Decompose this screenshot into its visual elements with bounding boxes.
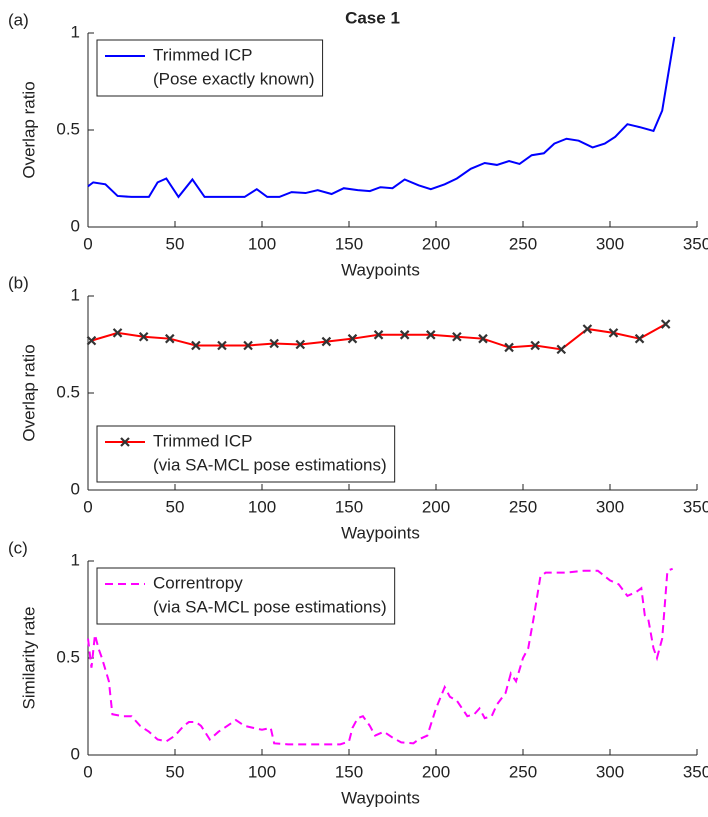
data-marker bbox=[452, 331, 462, 342]
y-tick-label: 0.5 bbox=[56, 647, 80, 666]
data-marker bbox=[634, 333, 645, 344]
data-marker bbox=[426, 330, 436, 340]
x-tick-label: 150 bbox=[335, 762, 363, 781]
x-tick-label: 250 bbox=[509, 234, 537, 253]
y-tick-label: 0.5 bbox=[56, 119, 80, 138]
y-tick-label: 0 bbox=[71, 744, 80, 763]
data-marker bbox=[504, 342, 514, 353]
data-marker bbox=[530, 340, 540, 351]
data-line bbox=[87, 36, 676, 199]
data-marker bbox=[86, 335, 97, 346]
x-tick-label: 50 bbox=[166, 762, 185, 781]
data-marker bbox=[191, 340, 201, 351]
data-marker bbox=[217, 340, 227, 351]
x-tick-label: 100 bbox=[248, 762, 276, 781]
legend-label: (via SA-MCL pose estimations) bbox=[153, 597, 387, 616]
y-axis-label: Overlap ratio bbox=[19, 344, 38, 441]
y-tick-label: 0.5 bbox=[56, 382, 80, 401]
data-marker bbox=[608, 328, 619, 338]
x-tick-label: 50 bbox=[166, 497, 185, 516]
legend-label: Trimmed ICP bbox=[153, 45, 253, 64]
data-marker bbox=[347, 333, 358, 344]
y-axis-label: Overlap ratio bbox=[19, 81, 38, 178]
data-marker bbox=[295, 339, 306, 350]
panel-label: (b) bbox=[8, 273, 29, 292]
x-tick-label: 150 bbox=[335, 234, 363, 253]
y-tick-label: 1 bbox=[71, 22, 80, 41]
y-tick-label: 1 bbox=[71, 550, 80, 569]
x-tick-label: 0 bbox=[83, 497, 92, 516]
data-marker bbox=[660, 319, 671, 329]
y-axis-label: Similarity rate bbox=[19, 607, 38, 710]
legend-label: Correntropy bbox=[153, 573, 243, 592]
x-tick-label: 100 bbox=[248, 497, 276, 516]
data-marker bbox=[556, 344, 567, 355]
x-axis-label: Waypoints bbox=[341, 260, 420, 279]
x-tick-label: 350 bbox=[683, 497, 708, 516]
panel-label: (c) bbox=[8, 538, 28, 557]
x-tick-label: 350 bbox=[683, 762, 708, 781]
x-tick-label: 350 bbox=[683, 234, 708, 253]
data-line bbox=[87, 567, 673, 746]
x-tick-label: 200 bbox=[422, 234, 450, 253]
data-marker bbox=[478, 333, 488, 344]
x-tick-label: 200 bbox=[422, 762, 450, 781]
x-tick-label: 200 bbox=[422, 497, 450, 516]
x-tick-label: 300 bbox=[596, 497, 624, 516]
x-tick-label: 250 bbox=[509, 762, 537, 781]
legend-label: (Pose exactly known) bbox=[153, 69, 315, 88]
data-marker bbox=[399, 330, 410, 340]
x-tick-label: 150 bbox=[335, 497, 363, 516]
x-axis-label: Waypoints bbox=[341, 788, 420, 807]
x-axis-label: Waypoints bbox=[341, 523, 420, 542]
x-tick-label: 300 bbox=[596, 762, 624, 781]
legend-marker bbox=[120, 437, 130, 447]
data-marker bbox=[582, 324, 593, 334]
data-line bbox=[91, 323, 667, 351]
x-tick-label: 0 bbox=[83, 762, 92, 781]
x-tick-label: 100 bbox=[248, 234, 276, 253]
x-tick-label: 0 bbox=[83, 234, 92, 253]
data-marker bbox=[165, 333, 175, 344]
data-marker bbox=[321, 336, 332, 347]
data-marker bbox=[243, 340, 253, 351]
y-tick-label: 0 bbox=[71, 216, 80, 235]
legend-label: (via SA-MCL pose estimations) bbox=[153, 455, 387, 474]
x-tick-label: 250 bbox=[509, 497, 537, 516]
legend-label: Trimmed ICP bbox=[153, 431, 253, 450]
y-tick-label: 1 bbox=[71, 285, 80, 304]
data-marker bbox=[112, 328, 123, 338]
legend-box bbox=[96, 39, 324, 97]
panel-label: (a) bbox=[8, 10, 29, 29]
data-marker bbox=[373, 330, 384, 340]
x-tick-label: 300 bbox=[596, 234, 624, 253]
data-marker bbox=[269, 338, 279, 349]
data-marker bbox=[138, 331, 149, 342]
y-tick-label: 0 bbox=[71, 479, 80, 498]
legend-box bbox=[96, 567, 396, 625]
x-tick-label: 50 bbox=[166, 234, 185, 253]
chart-title: Case 1 bbox=[345, 8, 400, 27]
legend-box bbox=[96, 425, 396, 483]
